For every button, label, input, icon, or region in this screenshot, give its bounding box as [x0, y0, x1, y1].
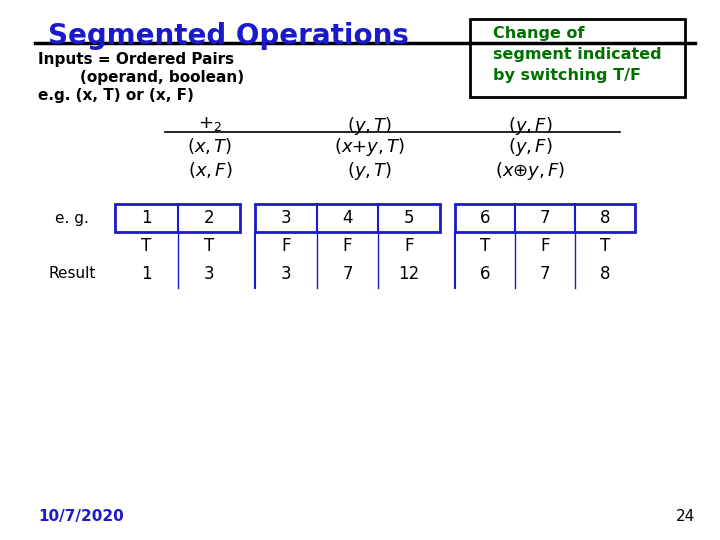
Text: T: T [480, 237, 490, 255]
Text: F: F [343, 237, 352, 255]
Text: (operand, boolean): (operand, boolean) [38, 70, 244, 85]
Text: 24: 24 [676, 509, 695, 524]
Text: Segmented Operations: Segmented Operations [48, 22, 409, 50]
Text: 4: 4 [342, 209, 353, 227]
Text: $(x{\oplus}y, F)$: $(x{\oplus}y, F)$ [495, 160, 565, 182]
Text: $(y, F)$: $(y, F)$ [508, 136, 552, 158]
Text: T: T [141, 237, 151, 255]
Text: 6: 6 [480, 209, 490, 227]
Text: 2: 2 [204, 209, 214, 227]
Text: 5: 5 [404, 209, 415, 227]
Text: e.g. (x, T) or (x, F): e.g. (x, T) or (x, F) [38, 88, 194, 103]
Text: 10/7/2020: 10/7/2020 [38, 509, 124, 524]
Text: $(y, F)$: $(y, F)$ [508, 115, 552, 137]
Text: e. g.: e. g. [55, 211, 89, 226]
Text: Inputs = Ordered Pairs: Inputs = Ordered Pairs [38, 52, 234, 67]
Text: 12: 12 [399, 265, 420, 283]
Text: T: T [204, 237, 214, 255]
Text: 7: 7 [540, 265, 550, 283]
Text: $+_2$: $+_2$ [198, 115, 222, 133]
Text: 1: 1 [141, 265, 152, 283]
Text: 8: 8 [600, 265, 611, 283]
Text: $(x{+}y, T)$: $(x{+}y, T)$ [335, 136, 405, 158]
Bar [470, 19, 685, 97]
Text: 6: 6 [480, 265, 490, 283]
Text: 3: 3 [281, 265, 291, 283]
Text: 7: 7 [342, 265, 353, 283]
Text: 7: 7 [540, 209, 550, 227]
Text: 1: 1 [141, 209, 152, 227]
Bar [115, 204, 240, 232]
Text: 8: 8 [600, 209, 611, 227]
Text: 3: 3 [204, 265, 214, 283]
Text: F: F [281, 237, 291, 255]
Bar [255, 204, 440, 232]
Text: 3: 3 [281, 209, 291, 227]
Text: T: T [600, 237, 610, 255]
Bar [455, 204, 635, 232]
Text: $(x, F)$: $(x, F)$ [188, 160, 233, 180]
Text: $(y, T)$: $(y, T)$ [347, 160, 392, 182]
Text: Change of
segment indicated
by switching T/F: Change of segment indicated by switching… [493, 26, 662, 83]
Text: $(y, T)$: $(y, T)$ [347, 115, 392, 137]
Text: $(x, T)$: $(x, T)$ [187, 136, 233, 156]
Text: F: F [540, 237, 550, 255]
Text: Result: Result [48, 267, 96, 281]
Text: F: F [405, 237, 414, 255]
